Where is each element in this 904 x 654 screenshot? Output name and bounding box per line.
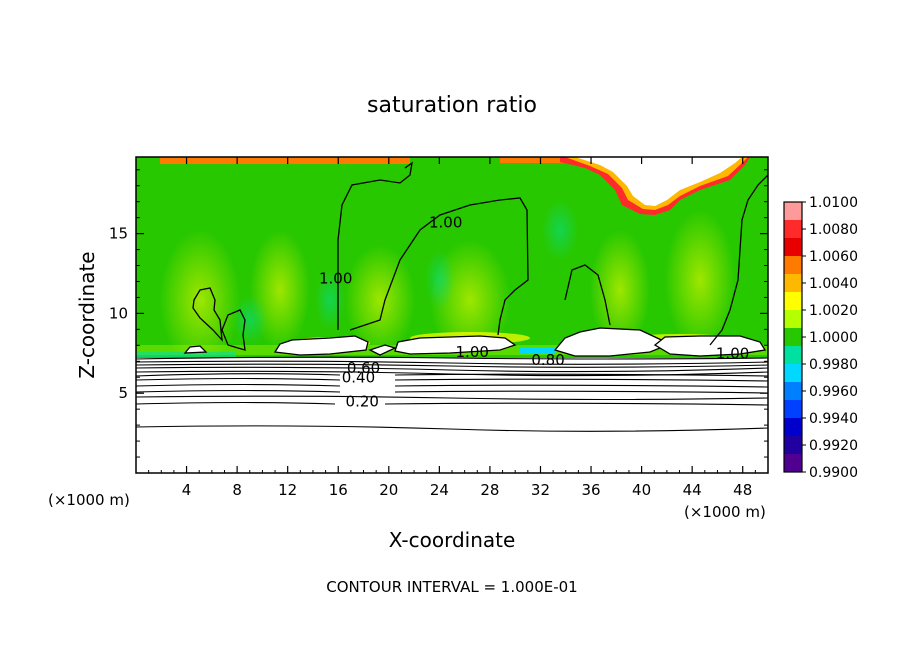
colorbar-segment — [784, 202, 802, 221]
contour-lines-lower — [136, 356, 768, 432]
colorbar-label: 1.0100 — [809, 195, 858, 211]
colorbar-label: 0.9980 — [809, 357, 858, 373]
y-tick-label: 5 — [118, 384, 128, 402]
x-tick-label: 20 — [379, 481, 398, 499]
subsaturated-region — [136, 358, 768, 473]
colorbar-label: 0.9920 — [809, 438, 858, 454]
colorbar-segment — [784, 454, 802, 473]
colorbar-segment — [784, 436, 802, 455]
colorbar-label: 1.0060 — [809, 249, 858, 265]
colorbar-segment — [784, 346, 802, 365]
colorbar-segment — [784, 328, 802, 347]
colorbar-label: 1.0000 — [809, 330, 858, 346]
contour-interval-note: CONTOUR INTERVAL = 1.000E-01 — [326, 578, 577, 596]
contour-label: 1.00 — [716, 344, 749, 362]
x-tick-label: 32 — [531, 481, 550, 499]
colorbar-label: 0.9960 — [809, 384, 858, 400]
x-tick-label: 12 — [278, 481, 297, 499]
chart-title: saturation ratio — [367, 93, 537, 118]
contour-label: 0.20 — [346, 392, 379, 410]
contour-label: 0.80 — [531, 351, 564, 369]
contour-label-group: 1.00 1.00 1.00 0.80 1.00 0.600.40 0.20 — [319, 214, 749, 411]
colorbar-segment — [784, 238, 802, 257]
contour-label: 1.00 — [319, 269, 352, 287]
contour-label: 0.60 — [347, 359, 380, 377]
contour-label: 0.40 — [342, 368, 375, 386]
colorbar: 1.0100 1.0080 1.0060 1.0040 1.0020 1.0000 0.99… — [783, 195, 858, 481]
x-axis: 4 8 12 16 20 24 28 32 36 40 44 48 — [148, 157, 756, 499]
colorbar-segment — [784, 400, 802, 419]
colorbar-segment — [784, 418, 802, 437]
colorbar-segment — [784, 364, 802, 383]
y-tick-label: 10 — [109, 304, 128, 322]
top-supersaturation-region — [160, 157, 750, 215]
contour-label: 1.00 — [429, 214, 462, 232]
x-tick-label: 16 — [329, 481, 348, 499]
x-unit-left: (×1000 m) — [48, 491, 130, 509]
colorbar-label: 0.9940 — [809, 411, 858, 427]
colorbar-segment — [784, 310, 802, 329]
colorbar-label: 1.0040 — [809, 276, 858, 292]
colorbar-label: 0.9900 — [809, 465, 858, 481]
colorbar-segment — [784, 382, 802, 401]
colorbar-segment — [784, 220, 802, 239]
y-tick-label: 15 — [109, 225, 128, 243]
x-tick-label: 36 — [581, 481, 600, 499]
colorbar-segment — [784, 256, 802, 275]
x-tick-label: 8 — [232, 481, 242, 499]
plot-area: 1.00 1.00 1.00 0.80 1.00 0.600.40 0.20 — [136, 157, 768, 473]
colorbar-segment — [784, 292, 802, 311]
x-tick-label: 4 — [182, 481, 192, 499]
x-unit-right: (×1000 m) — [684, 503, 766, 521]
contour-lines-upper — [192, 161, 768, 351]
y-axis: 5 10 15 — [109, 169, 768, 458]
x-tick-label: 44 — [683, 481, 702, 499]
x-tick-label: 24 — [430, 481, 449, 499]
y-axis-label: Z-coordinate — [75, 251, 99, 378]
x-tick-label: 28 — [480, 481, 499, 499]
x-tick-label: 40 — [632, 481, 651, 499]
colorbar-segment — [784, 274, 802, 293]
cloud-regions — [183, 327, 767, 357]
x-tick-label: 48 — [733, 481, 752, 499]
x-axis-label: X-coordinate — [389, 528, 516, 552]
colorbar-label: 1.0020 — [809, 303, 858, 319]
colorbar-label: 1.0080 — [809, 222, 858, 238]
field-shading — [136, 200, 768, 370]
contour-label: 1.00 — [456, 343, 489, 361]
